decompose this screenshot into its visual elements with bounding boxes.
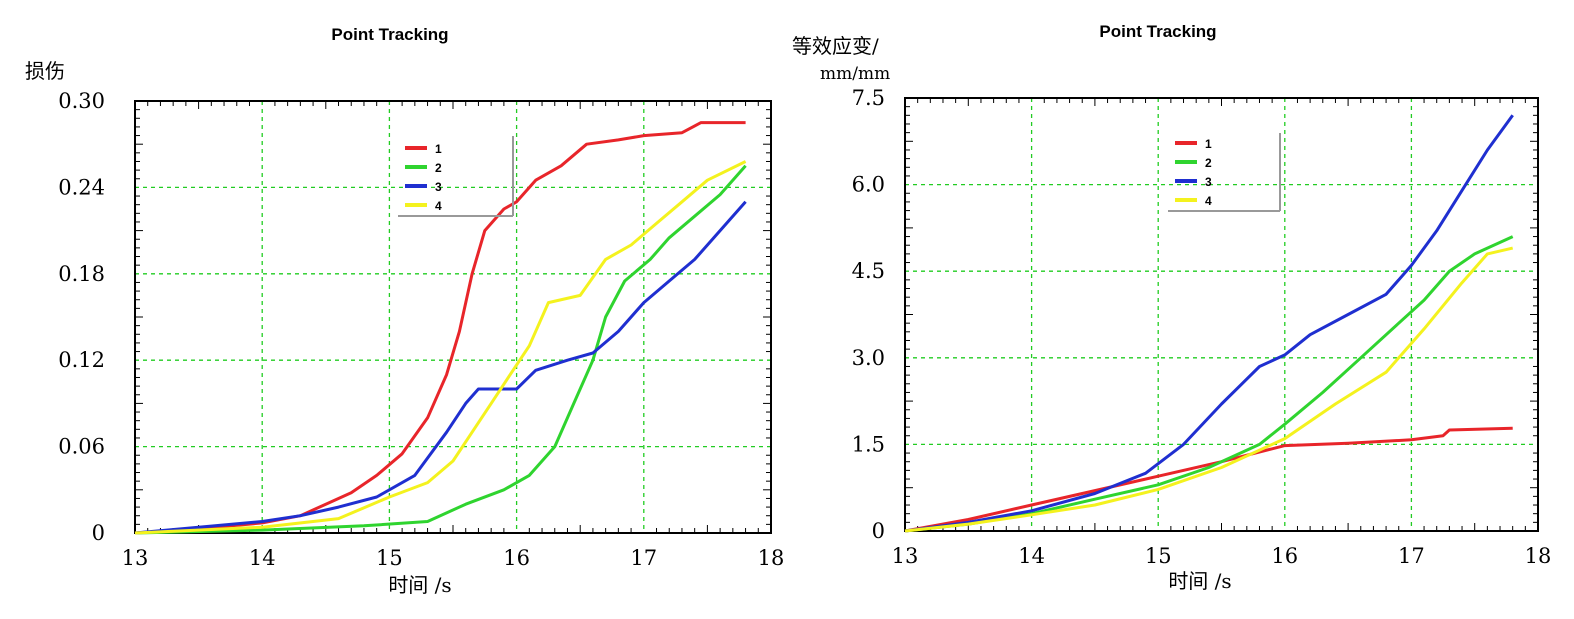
series-line-4 (904, 246, 1514, 533)
series-line-4 (134, 160, 747, 535)
grid (905, 98, 1538, 531)
series-line-1 (904, 426, 1513, 533)
y-tick-labels: 0 0.06 0.12 0.18 0.24 0.30 (58, 89, 105, 545)
x-tick-label: 15 (376, 546, 403, 570)
legend: 1 2 3 4 (1168, 133, 1281, 212)
legend-label-3: 3 (435, 180, 442, 194)
x-tick-label: 13 (122, 546, 149, 570)
y-tick-label: 0.06 (58, 435, 105, 459)
plot-frame (134, 100, 772, 534)
series-line-3 (904, 114, 1514, 533)
x-tick-label: 16 (503, 546, 530, 570)
damage-chart: Point Tracking 损伤 00.060.120.180.240.30 … (25, 25, 784, 597)
series-line-3 (134, 200, 747, 535)
y-tick-label: 0 (92, 521, 105, 545)
x-tick-label: 13 (892, 544, 919, 568)
y-axis-label: 等效应变/ (792, 34, 879, 58)
series-lines (134, 121, 747, 535)
x-axis-label: 时间 /s (388, 573, 451, 597)
y-tick-label: 7.5 (852, 86, 885, 110)
legend-label-2: 2 (435, 161, 442, 175)
strain-chart: Point Tracking 等效应变/ mm/mm 0 1.5 3.0 4.5 6.0… (792, 22, 1551, 593)
tick-marks (135, 101, 771, 533)
grid (135, 101, 771, 533)
legend-label-1: 1 (1205, 137, 1212, 151)
x-tick-label: 18 (1525, 544, 1552, 568)
y-tick-label: 0.12 (58, 348, 105, 372)
x-tick-labels: 13 14 15 16 17 18 (892, 544, 1552, 568)
tick-marks (905, 98, 1538, 531)
x-tick-label: 16 (1271, 544, 1298, 568)
x-tick-label: 17 (1398, 544, 1425, 568)
y-tick-label: 0.24 (58, 175, 105, 199)
y-tick-label: 4.5 (852, 259, 885, 283)
legend-label-3: 3 (1205, 175, 1212, 189)
x-axis-label: 时间 /s (1168, 569, 1231, 593)
x-tick-labels: 13 14 15 16 17 18 (122, 546, 785, 570)
legend: 1 2 3 4 (398, 136, 514, 217)
series-line-2 (134, 164, 747, 535)
x-tick-label: 15 (1145, 544, 1172, 568)
x-tick-label: 17 (630, 546, 657, 570)
series-line-1 (134, 121, 746, 535)
y-tick-label: 0.30 (58, 89, 105, 113)
x-tick-label: 14 (1018, 544, 1045, 568)
legend-label-4: 4 (1205, 194, 1212, 208)
chart-title: Point Tracking (1099, 22, 1216, 41)
legend-label-4: 4 (435, 199, 442, 213)
y-axis-label: 损伤 (25, 59, 65, 83)
y-tick-label: 0 (872, 519, 885, 543)
y-tick-label: 1.5 (852, 432, 885, 456)
y-axis-unit: mm/mm (820, 64, 890, 84)
legend-label-1: 1 (435, 142, 442, 156)
x-tick-label: 14 (249, 546, 276, 570)
legend-label-2: 2 (1205, 156, 1212, 170)
y-tick-labels: 0 1.5 3.0 4.5 6.0 7.5 (852, 86, 885, 543)
series-line-2 (904, 235, 1514, 533)
y-tick-label: 3.0 (852, 346, 885, 370)
y-tick-label: 6.0 (852, 173, 885, 197)
chart-title: Point Tracking (331, 25, 448, 44)
y-tick-label: 0.18 (58, 262, 105, 286)
series-lines (904, 114, 1514, 533)
x-tick-label: 18 (758, 546, 785, 570)
